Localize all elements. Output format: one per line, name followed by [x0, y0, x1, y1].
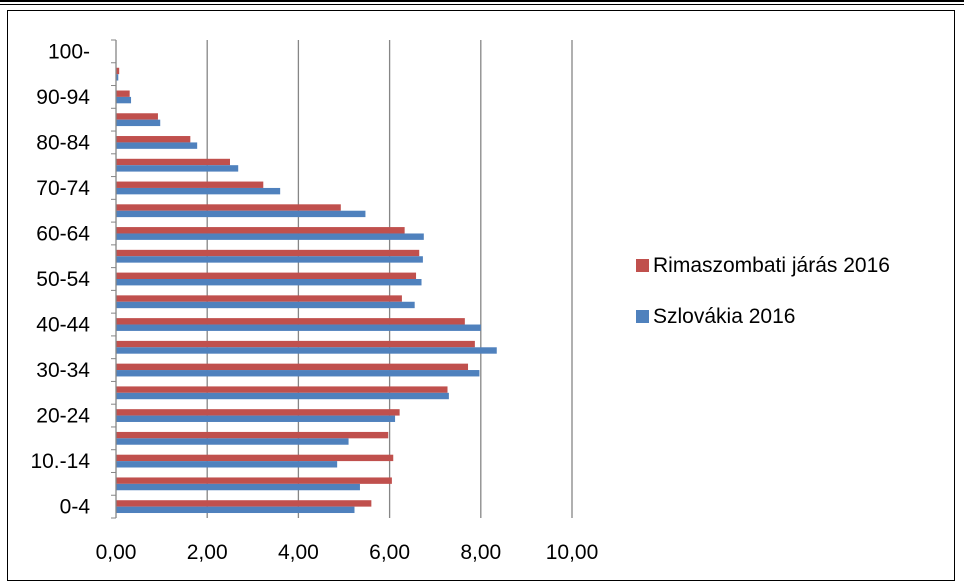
bar-szlovakia [116, 301, 415, 309]
bar-szlovakia [116, 256, 423, 263]
bar-rimaszombati [116, 386, 448, 393]
x-tick-label: 10,00 [546, 541, 599, 564]
x-tick-label: 0,00 [96, 541, 137, 564]
bar-szlovakia [116, 187, 281, 195]
bar-szlovakia [116, 370, 480, 377]
bar-rimaszombati [116, 340, 475, 348]
x-tick-label: 4,00 [278, 541, 319, 564]
bar-szlovakia [116, 233, 424, 240]
bar-szlovakia [116, 119, 161, 127]
bar-szlovakia [116, 142, 198, 149]
top-border-rule-thin [0, 4, 964, 5]
legend-swatch [636, 310, 649, 323]
bar-szlovakia [116, 506, 355, 514]
bar-szlovakia [116, 415, 396, 422]
bar-rimaszombati [116, 454, 394, 462]
y-category-label: 60-64 [36, 222, 90, 245]
bar-szlovakia [116, 324, 481, 331]
bar-rimaszombati [116, 431, 389, 439]
legend-label: Szlovákia 2016 [653, 305, 795, 328]
bar-rimaszombati [116, 477, 392, 484]
bar-szlovakia [116, 279, 422, 286]
bar-rimaszombati [116, 500, 372, 507]
bar-szlovakia [116, 483, 360, 491]
bar-rimaszombati [116, 113, 158, 120]
x-tick-label: 6,00 [369, 541, 410, 564]
bar-szlovakia [116, 96, 132, 104]
y-category-label: 40-44 [36, 314, 90, 337]
bar-rimaszombati [116, 363, 469, 371]
bar-szlovakia [116, 210, 366, 218]
bar-rimaszombati [116, 272, 417, 279]
y-category-label: 30-34 [36, 359, 90, 382]
legend-swatch [636, 259, 649, 272]
bar-szlovakia [116, 74, 119, 81]
bar-szlovakia [116, 165, 239, 172]
bar-szlovakia [116, 347, 497, 354]
y-category-label: 70-74 [36, 177, 90, 200]
y-category-label: 80-84 [36, 131, 90, 154]
y-category-label: 10.-14 [30, 450, 90, 473]
legend-label: Rimaszombati járás 2016 [653, 254, 890, 277]
bar-rimaszombati [116, 204, 341, 211]
y-category-label: 20-24 [36, 405, 90, 428]
bar-rimaszombati [116, 90, 130, 97]
y-category-label: 100- [48, 40, 90, 63]
bar-rimaszombati [116, 249, 420, 257]
bar-rimaszombati [116, 136, 191, 143]
y-category-label: 50-54 [36, 268, 90, 291]
bar-rimaszombati [116, 409, 400, 416]
bar-szlovakia [116, 392, 449, 400]
bar-rimaszombati [116, 295, 402, 302]
top-border-rule [0, 0, 964, 2]
bar-szlovakia [116, 461, 338, 468]
y-category-label: 0-4 [60, 496, 91, 519]
bar-rimaszombati [116, 318, 465, 325]
bar-rimaszombati [116, 181, 264, 188]
bar-rimaszombati [116, 158, 230, 166]
bar-rimaszombati [116, 67, 120, 75]
y-category-label: 90-94 [36, 86, 90, 109]
x-tick-label: 2,00 [187, 541, 228, 564]
bar-rimaszombati [116, 227, 405, 234]
bar-szlovakia [116, 438, 349, 445]
x-tick-label: 8,00 [460, 541, 501, 564]
